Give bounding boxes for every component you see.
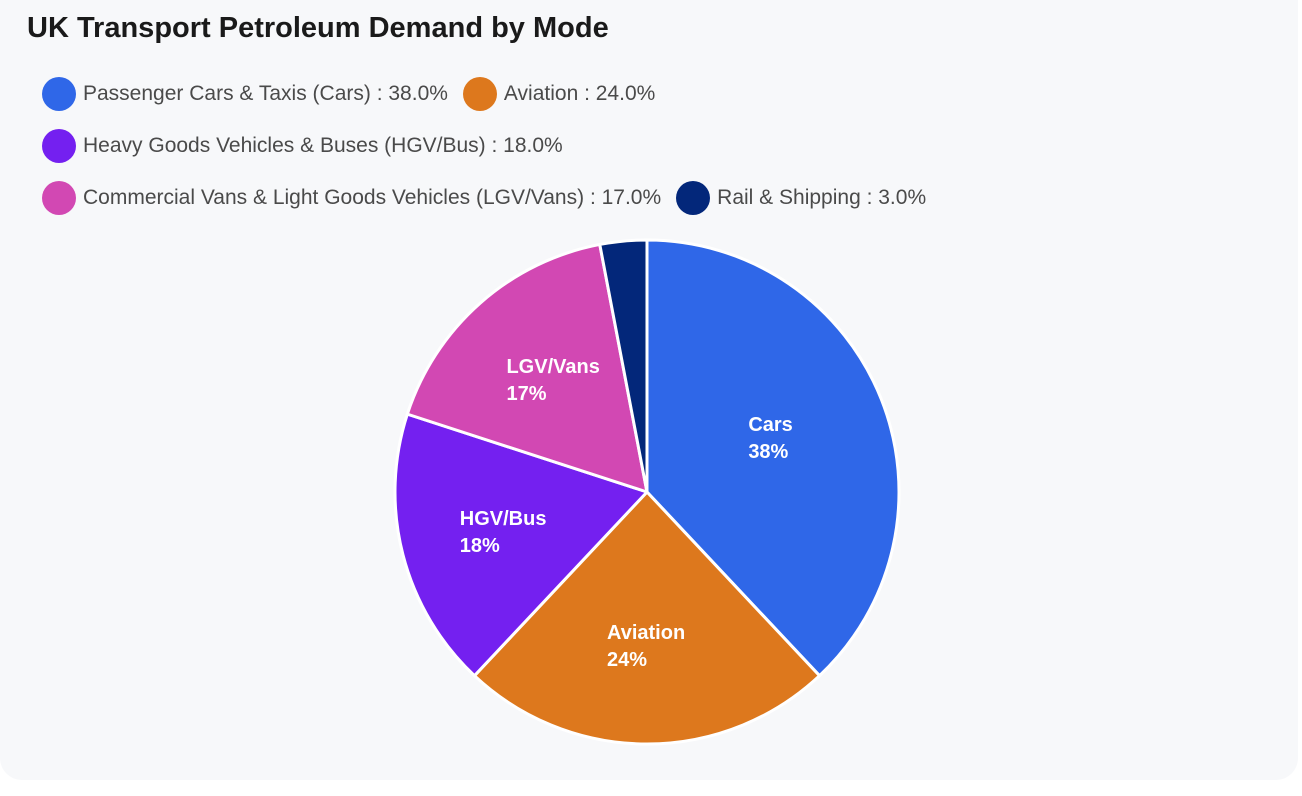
slice-percent-label: 24% — [607, 649, 647, 671]
pie-slice[interactable] — [393, 412, 649, 678]
slice-percent-label: 38% — [748, 441, 788, 463]
pie-slice[interactable] — [405, 242, 649, 494]
pie-slice[interactable] — [645, 238, 901, 678]
pie-slice[interactable] — [598, 238, 649, 494]
legend-label: Rail & Shipping : 3.0% — [717, 186, 927, 209]
chart-legend: Passenger Cars & Taxis (Cars) : 38.0% Avi… — [42, 76, 1082, 216]
legend-label: Aviation : 24.0% — [503, 82, 656, 105]
slice-percent-label: 17% — [506, 383, 546, 405]
legend-item[interactable]: Passenger Cars & Taxis (Cars) : 38.0% — [42, 76, 448, 112]
slice-label: Cars — [748, 414, 792, 436]
slice-label: HGV/Bus — [460, 508, 547, 530]
legend-item[interactable]: Aviation : 24.0% — [462, 76, 656, 112]
slice-label: LGV/Vans — [506, 356, 599, 378]
chart-title: UK Transport Petroleum Demand by Mode — [27, 12, 609, 44]
legend-item[interactable]: Commercial Vans & Light Goods Vehicles (… — [42, 180, 661, 216]
legend-swatch — [42, 181, 76, 215]
legend-swatch — [42, 129, 76, 163]
chart-card: UK Transport Petroleum Demand by Mode Pa… — [27, 12, 1082, 744]
legend-item[interactable]: Heavy Goods Vehicles & Buses (HGV/Bus) :… — [42, 128, 563, 164]
legend-swatch — [676, 181, 711, 215]
legend-swatch — [462, 77, 497, 111]
legend-swatch — [42, 77, 76, 111]
legend-label: Commercial Vans & Light Goods Vehicles (… — [83, 186, 662, 209]
legend-item[interactable]: Rail & Shipping : 3.0% — [676, 180, 926, 216]
slice-label: Aviation — [607, 622, 685, 644]
legend-label: Passenger Cars & Taxis (Cars) : 38.0% — [83, 82, 448, 105]
slice-percent-label: 18% — [460, 535, 500, 557]
pie-slice[interactable] — [472, 490, 822, 746]
legend-label: Heavy Goods Vehicles & Buses (HGV/Bus) :… — [83, 134, 563, 157]
